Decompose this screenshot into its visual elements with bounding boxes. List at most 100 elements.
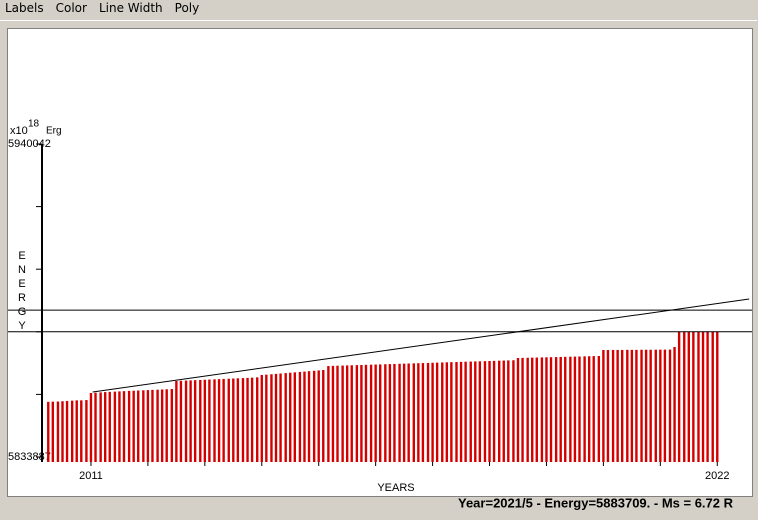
- bar: [179, 380, 183, 462]
- bar: [478, 361, 482, 462]
- bar: [327, 366, 330, 462]
- bar: [270, 374, 273, 462]
- bar: [697, 332, 700, 462]
- bar: [284, 373, 287, 462]
- bar: [507, 360, 510, 462]
- bar: [279, 373, 282, 462]
- bar: [535, 357, 538, 462]
- bar: [578, 356, 581, 462]
- bar: [293, 372, 296, 462]
- bar: [175, 381, 178, 462]
- bar: [540, 357, 544, 462]
- bar: [65, 400, 69, 462]
- bar: [222, 378, 225, 462]
- bar: [151, 389, 154, 462]
- bar: [307, 371, 311, 462]
- bar: [592, 356, 595, 462]
- bar: [355, 365, 359, 462]
- bar: [455, 362, 458, 462]
- bar: [445, 362, 449, 462]
- y-tick-label: 5833887: [8, 451, 51, 463]
- bar: [184, 380, 188, 462]
- y-axis-label: ENERGY: [16, 250, 28, 334]
- bar: [583, 356, 586, 462]
- bar: [502, 360, 505, 462]
- bar: [663, 349, 667, 462]
- bar: [160, 389, 164, 462]
- bar: [189, 380, 192, 462]
- menu-item[interactable]: Line Width: [98, 1, 163, 15]
- bar: [711, 332, 714, 462]
- x-tick-label: 2022: [705, 470, 729, 482]
- bar: [51, 401, 55, 462]
- bar: [602, 350, 605, 462]
- bar: [701, 332, 705, 462]
- status-text: Year=2021/5 - Energy=5883709. - Ms = 6.7…: [458, 495, 734, 510]
- bar: [61, 401, 64, 462]
- bar: [559, 356, 562, 462]
- bar: [70, 400, 74, 462]
- bar: [597, 356, 601, 462]
- bar: [137, 390, 140, 462]
- bar: [644, 349, 648, 462]
- menu-item[interactable]: Color: [55, 1, 87, 15]
- bar: [369, 364, 373, 462]
- bar: [113, 391, 117, 462]
- menu-item[interactable]: Labels: [5, 1, 44, 15]
- bar: [265, 374, 268, 462]
- bar: [298, 371, 302, 462]
- bar: [649, 349, 652, 462]
- bar: [118, 391, 121, 462]
- menu-item[interactable]: Poly: [174, 1, 200, 15]
- bar: [706, 332, 709, 462]
- bar: [398, 363, 401, 462]
- bar: [687, 332, 691, 462]
- bar: [217, 379, 221, 462]
- bar: [199, 379, 202, 462]
- bar: [526, 357, 529, 462]
- bar: [611, 349, 615, 462]
- bar: [232, 378, 235, 462]
- bar: [469, 361, 472, 462]
- bar: [250, 377, 254, 462]
- y-unit-prefix: x10: [10, 125, 28, 137]
- bar: [360, 364, 363, 462]
- bar: [417, 363, 420, 462]
- bar: [620, 349, 624, 462]
- bar: [616, 349, 619, 462]
- bar: [213, 379, 216, 462]
- bar: [435, 362, 439, 462]
- bar: [146, 390, 150, 462]
- bar: [498, 360, 501, 462]
- bar: [564, 356, 567, 462]
- bar: [569, 356, 572, 462]
- bar: [531, 357, 534, 462]
- bar: [165, 389, 168, 462]
- bar: [331, 365, 335, 462]
- bar: [545, 357, 548, 462]
- bar: [640, 349, 643, 462]
- bar: [483, 361, 487, 462]
- bar: [659, 349, 662, 462]
- bar: [431, 362, 434, 462]
- bar: [47, 401, 50, 462]
- bar: [241, 378, 245, 462]
- bar: [364, 364, 368, 462]
- x-axis-label: YEARS: [377, 482, 414, 494]
- bar: [587, 356, 591, 462]
- y-tick-label: 5940042: [8, 138, 51, 150]
- bar: [716, 332, 719, 462]
- bar: [573, 356, 577, 462]
- bar: [127, 390, 131, 462]
- bar: [421, 363, 425, 462]
- bar: [350, 365, 353, 462]
- bar: [635, 349, 638, 462]
- bar: [384, 364, 387, 462]
- bar: [668, 349, 672, 462]
- bar: [236, 378, 240, 462]
- bar: [289, 372, 292, 462]
- bar: [673, 347, 676, 462]
- bar: [488, 360, 491, 462]
- bar: [393, 363, 396, 462]
